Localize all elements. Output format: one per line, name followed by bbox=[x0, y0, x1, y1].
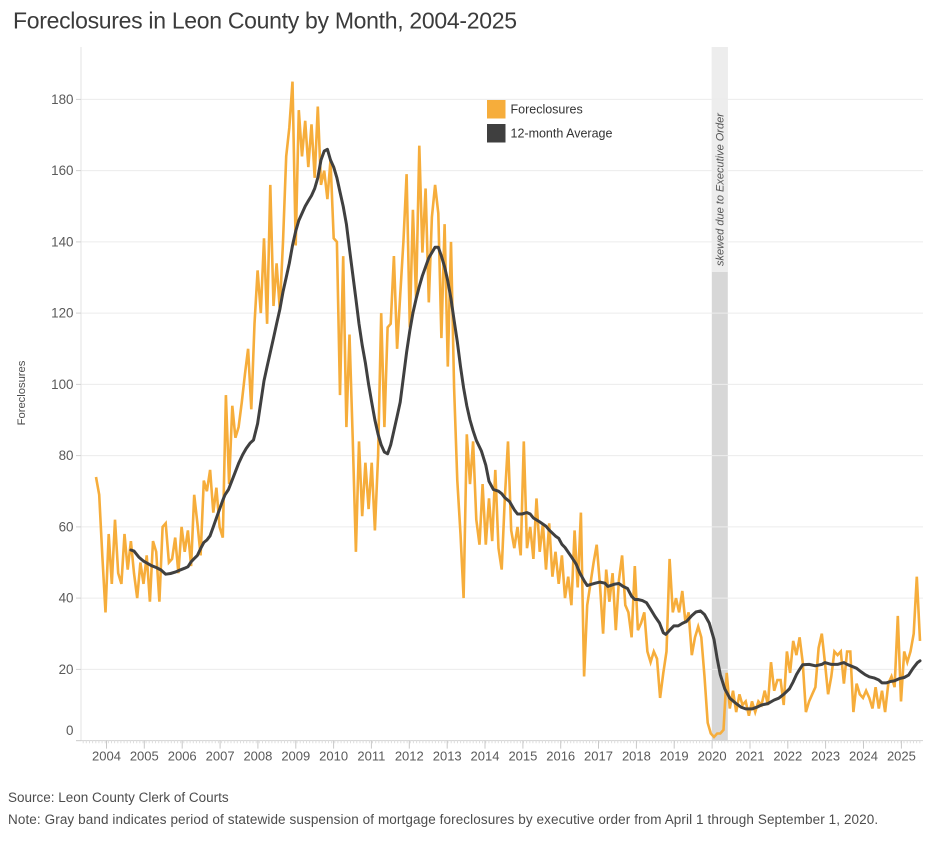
svg-text:2024: 2024 bbox=[849, 749, 878, 764]
svg-text:60: 60 bbox=[59, 520, 74, 535]
svg-text:2013: 2013 bbox=[433, 749, 462, 764]
svg-text:2025: 2025 bbox=[887, 749, 916, 764]
svg-text:2020: 2020 bbox=[698, 749, 727, 764]
svg-text:20: 20 bbox=[59, 662, 74, 677]
svg-text:160: 160 bbox=[51, 163, 73, 178]
svg-text:2019: 2019 bbox=[660, 749, 689, 764]
svg-text:2007: 2007 bbox=[206, 749, 235, 764]
svg-text:2005: 2005 bbox=[130, 749, 159, 764]
svg-text:100: 100 bbox=[51, 377, 73, 392]
svg-text:2011: 2011 bbox=[357, 749, 385, 764]
svg-text:12-month Average: 12-month Average bbox=[511, 127, 613, 141]
svg-text:skewed due to Executive Order: skewed due to Executive Order bbox=[715, 112, 727, 266]
svg-text:2016: 2016 bbox=[546, 749, 575, 764]
svg-text:2015: 2015 bbox=[508, 749, 537, 764]
svg-text:Foreclosures: Foreclosures bbox=[16, 360, 28, 425]
svg-text:140: 140 bbox=[51, 235, 73, 250]
svg-text:2008: 2008 bbox=[243, 749, 272, 764]
svg-text:2010: 2010 bbox=[319, 749, 348, 764]
svg-text:2012: 2012 bbox=[395, 749, 424, 764]
svg-text:Source: Leon County Clerk of C: Source: Leon County Clerk of Courts bbox=[8, 790, 229, 805]
svg-text:2006: 2006 bbox=[168, 749, 197, 764]
svg-text:80: 80 bbox=[59, 448, 74, 463]
svg-text:2018: 2018 bbox=[622, 749, 651, 764]
svg-text:2004: 2004 bbox=[92, 749, 121, 764]
svg-text:2017: 2017 bbox=[584, 749, 613, 764]
svg-text:2022: 2022 bbox=[773, 749, 802, 764]
svg-text:2021: 2021 bbox=[736, 749, 765, 764]
svg-text:0: 0 bbox=[66, 723, 73, 738]
svg-text:120: 120 bbox=[51, 306, 73, 321]
svg-text:Foreclosures in Leon County by: Foreclosures in Leon County by Month, 20… bbox=[13, 8, 517, 34]
svg-text:40: 40 bbox=[59, 591, 74, 606]
svg-text:2014: 2014 bbox=[471, 749, 500, 764]
svg-text:Note: Gray band indicates peri: Note: Gray band indicates period of stat… bbox=[8, 812, 878, 827]
svg-text:2023: 2023 bbox=[811, 749, 840, 764]
svg-text:2009: 2009 bbox=[281, 749, 310, 764]
svg-text:180: 180 bbox=[51, 92, 73, 107]
svg-text:Foreclosures: Foreclosures bbox=[511, 103, 583, 117]
